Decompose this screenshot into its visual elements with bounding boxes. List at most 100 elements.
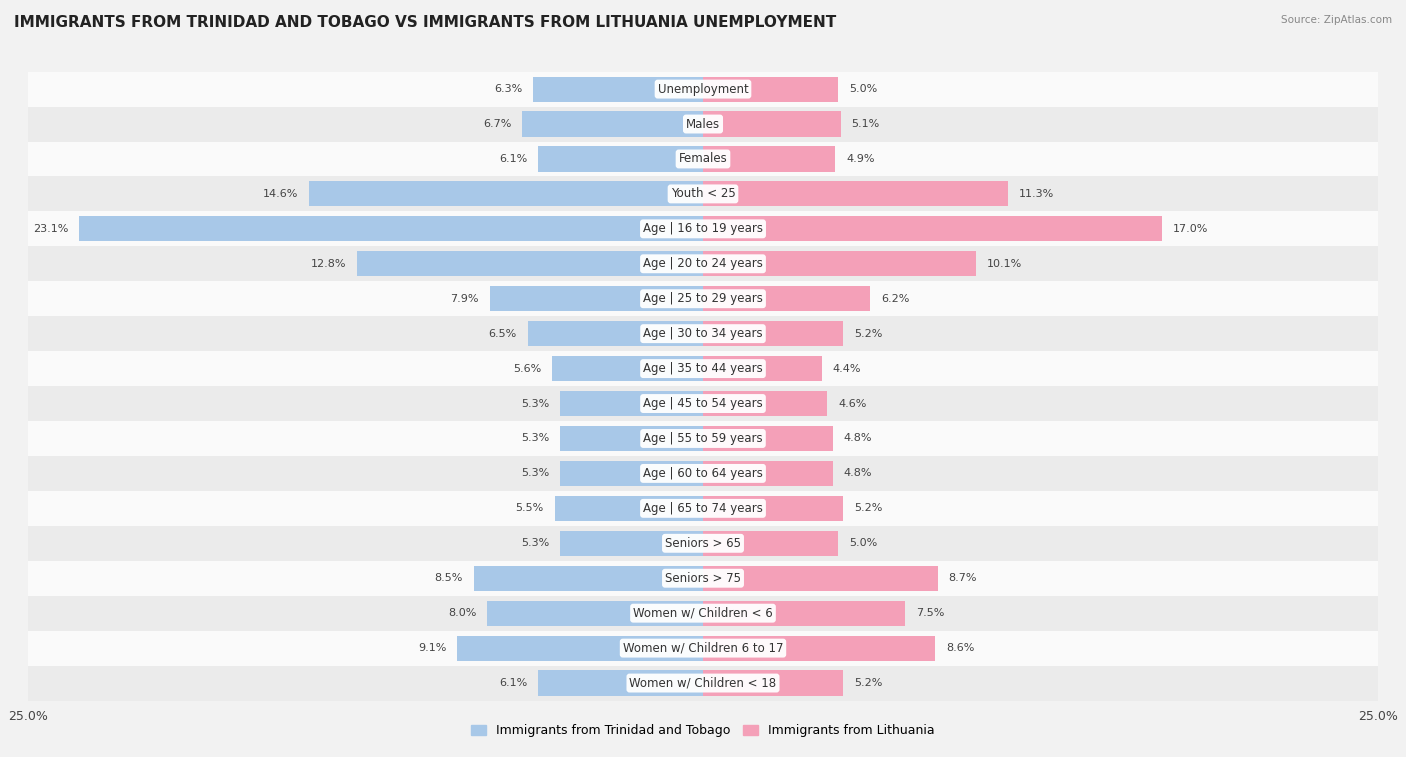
Bar xyxy=(703,671,844,696)
Text: 4.9%: 4.9% xyxy=(846,154,875,164)
Text: 11.3%: 11.3% xyxy=(1019,189,1054,199)
Bar xyxy=(28,107,1378,142)
Bar xyxy=(533,76,703,101)
Bar xyxy=(560,531,703,556)
Text: Seniors > 65: Seniors > 65 xyxy=(665,537,741,550)
Bar xyxy=(527,321,703,346)
Text: Women w/ Children < 18: Women w/ Children < 18 xyxy=(630,677,776,690)
Bar xyxy=(28,72,1378,107)
Text: Source: ZipAtlas.com: Source: ZipAtlas.com xyxy=(1281,15,1392,25)
Bar xyxy=(703,600,905,626)
Text: 5.2%: 5.2% xyxy=(855,329,883,338)
Text: 8.0%: 8.0% xyxy=(449,608,477,618)
Bar xyxy=(28,386,1378,421)
Text: Unemployment: Unemployment xyxy=(658,83,748,95)
Text: 6.2%: 6.2% xyxy=(882,294,910,304)
Text: 12.8%: 12.8% xyxy=(311,259,347,269)
Bar xyxy=(28,491,1378,526)
Bar xyxy=(560,391,703,416)
Bar xyxy=(28,421,1378,456)
Bar xyxy=(28,665,1378,700)
Bar xyxy=(703,461,832,486)
Bar xyxy=(538,671,703,696)
Bar xyxy=(28,211,1378,246)
Text: 4.8%: 4.8% xyxy=(844,469,872,478)
Text: Age | 65 to 74 years: Age | 65 to 74 years xyxy=(643,502,763,515)
Text: Females: Females xyxy=(679,152,727,166)
Bar xyxy=(522,111,703,136)
Text: 6.1%: 6.1% xyxy=(499,154,527,164)
Bar xyxy=(703,76,838,101)
Bar xyxy=(703,356,821,382)
Bar xyxy=(28,456,1378,491)
Text: 6.3%: 6.3% xyxy=(494,84,522,94)
Text: 6.1%: 6.1% xyxy=(499,678,527,688)
Bar xyxy=(703,496,844,521)
Bar xyxy=(457,636,703,661)
Text: 7.5%: 7.5% xyxy=(917,608,945,618)
Text: IMMIGRANTS FROM TRINIDAD AND TOBAGO VS IMMIGRANTS FROM LITHUANIA UNEMPLOYMENT: IMMIGRANTS FROM TRINIDAD AND TOBAGO VS I… xyxy=(14,15,837,30)
Bar xyxy=(28,282,1378,316)
Text: Age | 20 to 24 years: Age | 20 to 24 years xyxy=(643,257,763,270)
Bar xyxy=(551,356,703,382)
Text: 10.1%: 10.1% xyxy=(987,259,1022,269)
Bar xyxy=(538,146,703,172)
Bar xyxy=(309,182,703,207)
Bar xyxy=(703,286,870,311)
Text: Males: Males xyxy=(686,117,720,130)
Text: Women w/ Children 6 to 17: Women w/ Children 6 to 17 xyxy=(623,642,783,655)
Bar xyxy=(79,217,703,241)
Bar xyxy=(703,531,838,556)
Text: 5.3%: 5.3% xyxy=(520,434,550,444)
Text: 4.4%: 4.4% xyxy=(832,363,860,374)
Text: 5.2%: 5.2% xyxy=(855,503,883,513)
Text: 5.5%: 5.5% xyxy=(516,503,544,513)
Bar xyxy=(357,251,703,276)
Text: Seniors > 75: Seniors > 75 xyxy=(665,572,741,584)
Text: 5.0%: 5.0% xyxy=(849,538,877,548)
Text: Age | 35 to 44 years: Age | 35 to 44 years xyxy=(643,362,763,375)
Text: 23.1%: 23.1% xyxy=(34,224,69,234)
Bar xyxy=(703,146,835,172)
Bar xyxy=(28,631,1378,665)
Text: 6.5%: 6.5% xyxy=(488,329,517,338)
Text: 5.0%: 5.0% xyxy=(849,84,877,94)
Text: 9.1%: 9.1% xyxy=(418,643,447,653)
Text: 5.6%: 5.6% xyxy=(513,363,541,374)
Bar xyxy=(703,321,844,346)
Bar xyxy=(703,565,938,590)
Text: Age | 25 to 29 years: Age | 25 to 29 years xyxy=(643,292,763,305)
Bar xyxy=(703,251,976,276)
Text: 4.6%: 4.6% xyxy=(838,398,866,409)
Bar xyxy=(474,565,703,590)
Bar xyxy=(28,142,1378,176)
Text: 5.3%: 5.3% xyxy=(520,398,550,409)
Bar xyxy=(703,217,1161,241)
Text: 5.1%: 5.1% xyxy=(852,119,880,129)
Text: 6.7%: 6.7% xyxy=(482,119,512,129)
Bar xyxy=(560,461,703,486)
Text: Age | 60 to 64 years: Age | 60 to 64 years xyxy=(643,467,763,480)
Bar xyxy=(703,391,827,416)
Text: 5.3%: 5.3% xyxy=(520,538,550,548)
Bar xyxy=(486,600,703,626)
Bar xyxy=(703,636,935,661)
Bar xyxy=(28,351,1378,386)
Text: Youth < 25: Youth < 25 xyxy=(671,188,735,201)
Text: Age | 16 to 19 years: Age | 16 to 19 years xyxy=(643,223,763,235)
Bar xyxy=(28,176,1378,211)
Text: 8.5%: 8.5% xyxy=(434,573,463,583)
Bar xyxy=(489,286,703,311)
Text: 8.7%: 8.7% xyxy=(949,573,977,583)
Bar xyxy=(28,316,1378,351)
Text: Age | 45 to 54 years: Age | 45 to 54 years xyxy=(643,397,763,410)
Text: Women w/ Children < 6: Women w/ Children < 6 xyxy=(633,606,773,620)
Text: 7.9%: 7.9% xyxy=(450,294,479,304)
Text: 17.0%: 17.0% xyxy=(1173,224,1208,234)
Bar xyxy=(560,426,703,451)
Text: Age | 30 to 34 years: Age | 30 to 34 years xyxy=(643,327,763,340)
Text: Age | 55 to 59 years: Age | 55 to 59 years xyxy=(643,432,763,445)
Text: 14.6%: 14.6% xyxy=(263,189,298,199)
Legend: Immigrants from Trinidad and Tobago, Immigrants from Lithuania: Immigrants from Trinidad and Tobago, Imm… xyxy=(467,719,939,743)
Bar xyxy=(703,182,1008,207)
